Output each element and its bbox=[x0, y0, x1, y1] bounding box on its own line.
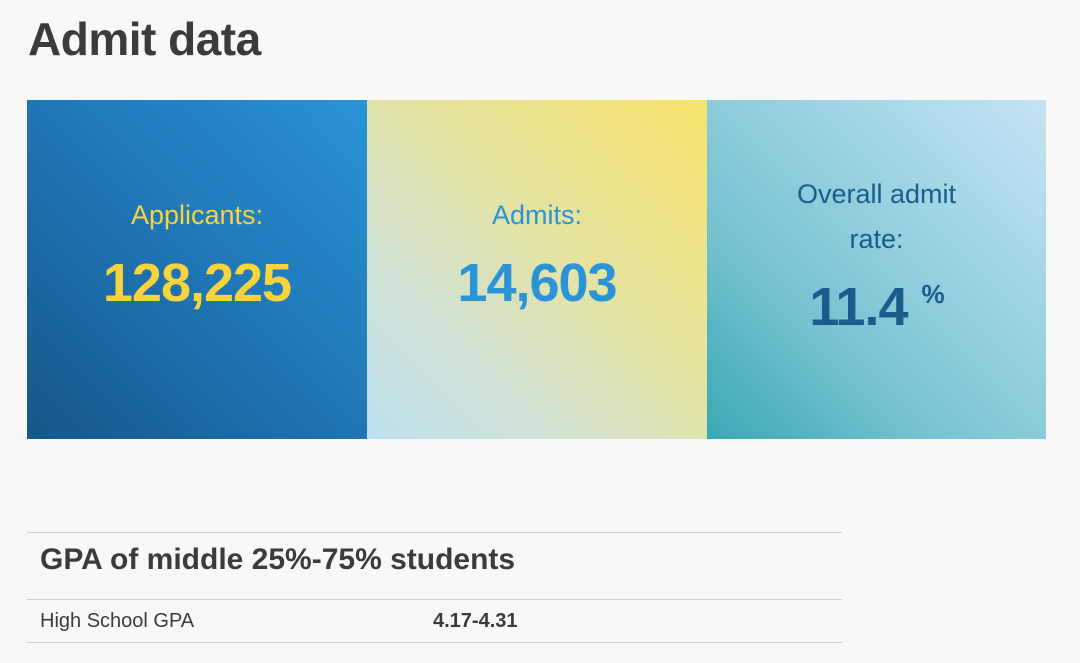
applicants-card: Applicants: 128,225 bbox=[27, 100, 367, 439]
page-title: Admit data bbox=[28, 13, 261, 65]
admits-label: Admits: bbox=[491, 200, 583, 230]
admits-card: Admits: 14,603 bbox=[367, 100, 707, 439]
table-row: High School GPA 4.17-4.31 bbox=[27, 599, 842, 643]
admits-value: 14,603 bbox=[457, 253, 617, 313]
admit-rate-card: Overall admit rate: 11.4% bbox=[707, 100, 1046, 439]
applicants-value: 128,225 bbox=[102, 253, 292, 313]
gpa-table: GPA of middle 25%-75% students High Scho… bbox=[27, 532, 842, 643]
admit-rate-unit: % bbox=[921, 279, 945, 309]
applicants-label: Applicants: bbox=[130, 200, 264, 230]
gpa-row-label: High School GPA bbox=[40, 609, 195, 632]
admit-stats-panel: Applicants: 128,225 Admits: 14,603 Overa… bbox=[27, 100, 1046, 439]
admit-rate-value: 11.4 bbox=[809, 277, 908, 337]
gpa-heading: GPA of middle 25%-75% students bbox=[27, 532, 842, 589]
admit-rate-value-wrapper: 11.4% bbox=[707, 276, 1046, 338]
admit-rate-label: Overall admit rate: bbox=[796, 179, 957, 254]
gpa-row-value: 4.17-4.31 bbox=[433, 609, 518, 632]
